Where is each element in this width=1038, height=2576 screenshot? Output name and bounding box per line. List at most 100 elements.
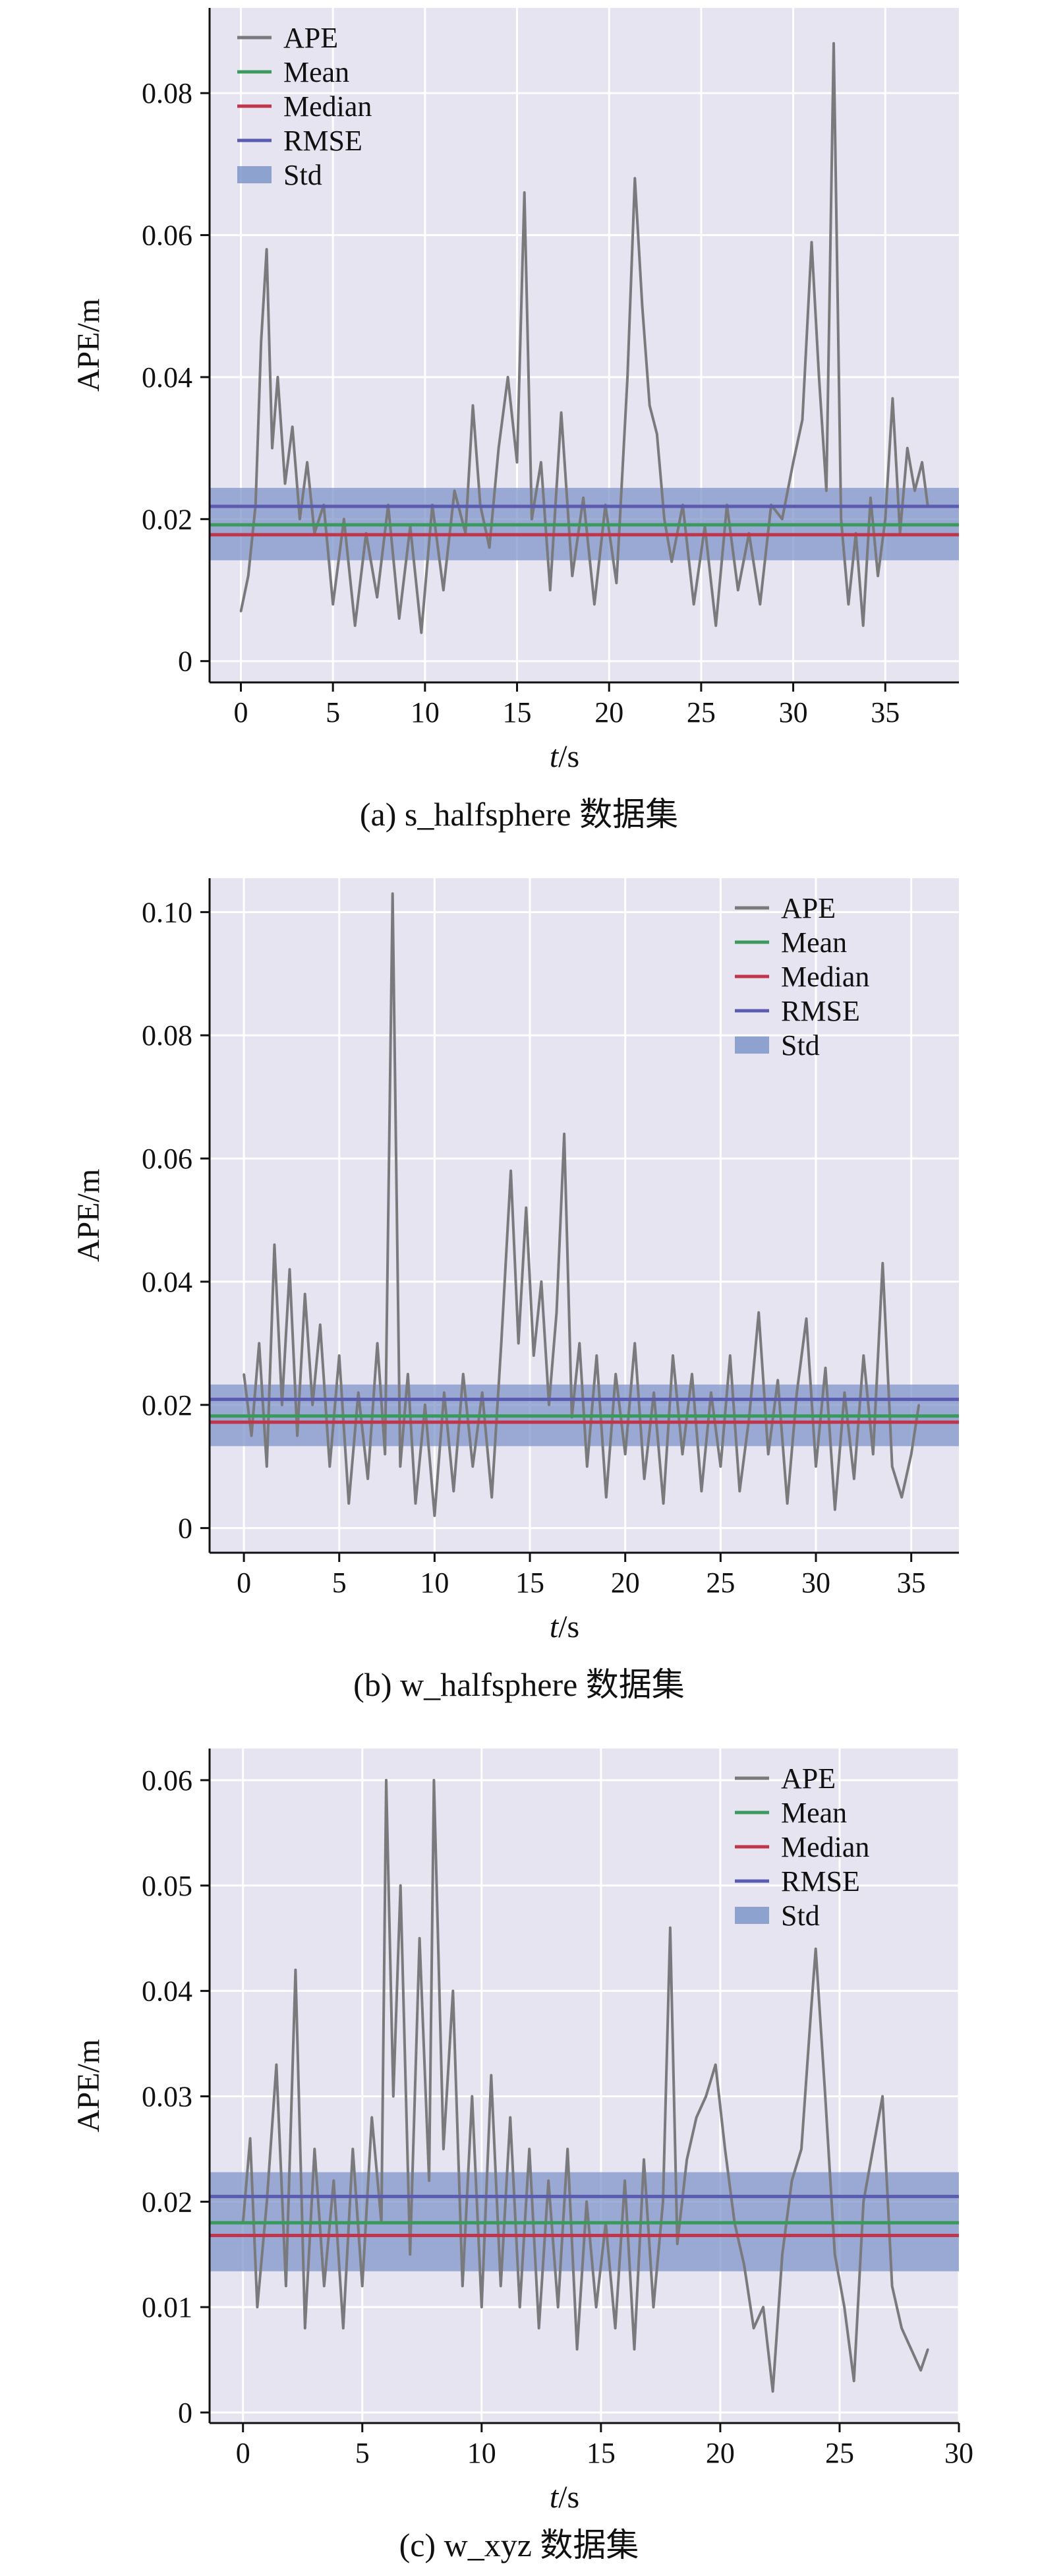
ape-point	[385, 1779, 388, 1782]
ape-point	[633, 1342, 636, 1344]
x-tick-label: 15	[587, 2437, 616, 2469]
ape-point	[578, 1342, 581, 1344]
y-axis-label: APE/m	[71, 2039, 106, 2132]
ape-point	[490, 2074, 492, 2077]
ape-point	[540, 1280, 542, 1283]
y-tick-label: 0.02	[142, 503, 192, 535]
legend-label-std: Std	[283, 159, 322, 191]
ape-point	[299, 518, 301, 520]
x-tick-label: 15	[515, 1567, 544, 1599]
ape-point	[900, 2327, 903, 2329]
ape-point	[662, 1502, 665, 1505]
ape-point	[407, 1373, 409, 1375]
ape-point	[281, 1404, 283, 1406]
chart-panel-c: 0 5 10 15 20 25 30 0 0.01 0.02 0.03 0.04 0.05 0.06 APE…	[0, 1741, 1038, 2576]
ape-point	[398, 617, 401, 620]
ape-point	[824, 1367, 826, 1369]
ape-point	[500, 1342, 503, 1344]
ape-point	[471, 2095, 473, 2097]
ape-point	[910, 2348, 913, 2351]
y-tick-label: 0.03	[142, 2080, 192, 2112]
ape-point	[294, 1969, 297, 1971]
ape-point	[624, 1453, 627, 1456]
ape-point	[357, 1391, 360, 1394]
y-tick-label: 0.01	[142, 2291, 192, 2323]
y-tick-label: 0.05	[142, 1870, 192, 1902]
ape-point	[481, 1391, 484, 1394]
ape-point	[399, 1884, 402, 1887]
ape-point	[247, 574, 250, 577]
legend-swatch-std	[735, 1036, 769, 1054]
ape-point	[500, 2285, 502, 2287]
ape-point	[641, 305, 643, 307]
ape-point	[471, 1465, 474, 1468]
ape-point	[843, 2306, 846, 2308]
ape-point	[840, 518, 842, 520]
ape-point	[818, 376, 821, 378]
ape-point	[862, 1354, 865, 1357]
ape-point	[414, 1502, 417, 1505]
x-axis-label: t/s	[550, 2480, 579, 2512]
legend-label-ape: APE	[283, 22, 338, 54]
ape-point	[342, 2327, 345, 2329]
ape-point	[276, 376, 279, 378]
ape-point	[652, 2306, 655, 2308]
ape-point	[781, 2253, 784, 2256]
ape-point	[800, 2147, 803, 2150]
x-tick-label: 20	[611, 1567, 640, 1599]
y-tick-label: 0.04	[142, 1975, 192, 2008]
ape-point	[891, 2285, 894, 2287]
ape-point	[548, 1404, 550, 1406]
x-axis-label: t/s	[550, 1609, 579, 1642]
ape-point	[498, 447, 500, 450]
ape-point	[662, 2200, 664, 2203]
x-tick-label: 35	[871, 696, 900, 729]
ape-point	[260, 340, 262, 343]
ape-point	[862, 624, 865, 627]
ape-point	[523, 191, 526, 194]
ape-point	[517, 1342, 520, 1344]
ape-point	[519, 2306, 521, 2308]
ape-point	[250, 1434, 253, 1437]
ape-point	[795, 1391, 798, 1394]
ape-point	[361, 2285, 364, 2287]
ape-point	[786, 1502, 789, 1505]
ape-point	[433, 1514, 436, 1517]
ape-point	[809, 2011, 812, 2014]
ape-point	[311, 1404, 314, 1406]
y-tick-label: 0.10	[142, 896, 192, 928]
x-tick-label: 30	[944, 2437, 973, 2469]
y-tick-label: 0.06	[142, 1764, 192, 1797]
ape-point	[881, 1262, 884, 1265]
ape-point	[669, 1927, 672, 1929]
x-tick-label: 30	[801, 1567, 830, 1599]
ape-point	[509, 1170, 512, 1172]
chart-c-svg: 0 5 10 15 20 25 30 0 0.01 0.02 0.03 0.04 0.05 0.06 APE…	[71, 1749, 973, 2512]
y-tick-label: 0.04	[142, 361, 192, 394]
y-axis-label: APE/m	[71, 299, 106, 392]
ape-point	[595, 2306, 598, 2308]
ape-point	[853, 1478, 855, 1480]
ape-point	[239, 610, 242, 613]
ape-point	[753, 2327, 755, 2329]
ape-point	[273, 1243, 275, 1246]
ape-point	[291, 425, 294, 428]
chart-panel-a: 0 5 10 15 20 25 30 35 0 0.02 0.04 0.06 0.08 APE/m t/s A…	[0, 0, 1038, 837]
ape-point	[693, 603, 695, 606]
ape-point	[285, 2285, 287, 2287]
x-tick-label: 5	[355, 2437, 370, 2469]
ape-point	[834, 2253, 836, 2256]
ape-point	[832, 42, 835, 45]
x-tick-label: 30	[779, 696, 808, 729]
ape-point	[384, 1453, 386, 1456]
ape-point	[649, 404, 651, 407]
ape-point	[815, 1465, 817, 1468]
ape-point	[891, 1465, 894, 1468]
ape-point	[714, 624, 717, 627]
x-tick-label: 0	[236, 2437, 250, 2469]
ape-point	[824, 2095, 826, 2097]
ape-point	[927, 2348, 929, 2351]
chart-b-svg: 0 5 10 15 20 25 30 35 0 0.02 0.04 0.06 0.08 0.10 APE/m…	[71, 878, 959, 1642]
x-tick-label: 25	[825, 2437, 854, 2469]
ape-point	[319, 1323, 322, 1326]
